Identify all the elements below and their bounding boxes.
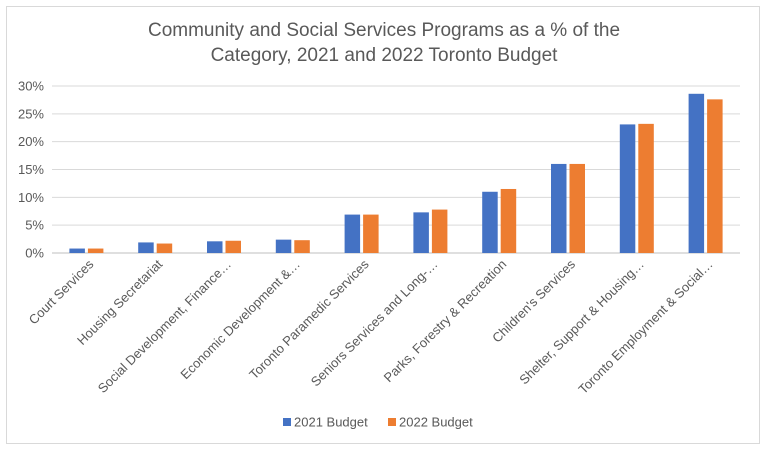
x-tick-label: Economic Development &… <box>177 257 303 383</box>
bar-2021-budget <box>69 248 85 253</box>
x-tick-label: Court Services <box>26 256 97 327</box>
bar-2021-budget <box>413 212 429 253</box>
y-tick-label: 10% <box>18 190 44 205</box>
bar-2022-budget <box>294 240 310 253</box>
legend-label-2022: 2022 Budget <box>399 415 473 430</box>
bar-2021-budget <box>275 239 292 253</box>
y-tick-label: 0% <box>25 246 44 261</box>
bar-2021-budget <box>344 214 361 253</box>
chart-title-line-2: Category, 2021 and 2022 Toronto Budget <box>210 45 558 66</box>
bar-2022-budget <box>431 209 448 253</box>
legend-swatch-2021 <box>283 418 291 426</box>
y-tick-label: 25% <box>18 106 44 121</box>
y-tick-label: 30% <box>18 79 44 94</box>
bar-2021-budget <box>688 93 705 253</box>
chart-title: Community and Social Services Programs a… <box>0 18 768 68</box>
x-tick-label: Shelter, Support & Housing… <box>516 257 647 388</box>
x-tick-label: Seniors Services and Long-… <box>308 257 441 390</box>
x-tick-label: Parks, Forestry & Recreation <box>381 257 510 386</box>
x-tick-label: Toronto Paramedic Services <box>246 256 372 382</box>
bar-2021-budget <box>551 163 567 253</box>
x-tick-label: Toronto Employment & Social… <box>575 257 715 397</box>
bar-2022-budget <box>156 243 173 253</box>
bar-2022-budget <box>500 188 517 253</box>
bar-2022-budget <box>707 99 723 253</box>
bar-2021-budget <box>482 191 498 253</box>
y-tick-label: 5% <box>25 218 44 233</box>
legend-label-2021: 2021 Budget <box>294 415 368 430</box>
bar-2022-budget <box>363 214 379 253</box>
bar-2022-budget <box>569 163 585 253</box>
bar-2021-budget <box>138 242 154 253</box>
legend-swatch-2022 <box>388 418 396 426</box>
bar-2022-budget <box>225 240 241 253</box>
bar-2021-budget <box>207 241 223 253</box>
chart-title-line-1: Community and Social Services Programs a… <box>147 20 621 41</box>
y-tick-label: 15% <box>18 162 44 177</box>
bar-2021-budget <box>619 124 636 253</box>
x-tick-label: Social Development, Finance… <box>95 257 234 396</box>
bar-2022-budget <box>87 248 104 253</box>
bar-2022-budget <box>638 123 654 253</box>
y-tick-label: 20% <box>18 134 44 149</box>
